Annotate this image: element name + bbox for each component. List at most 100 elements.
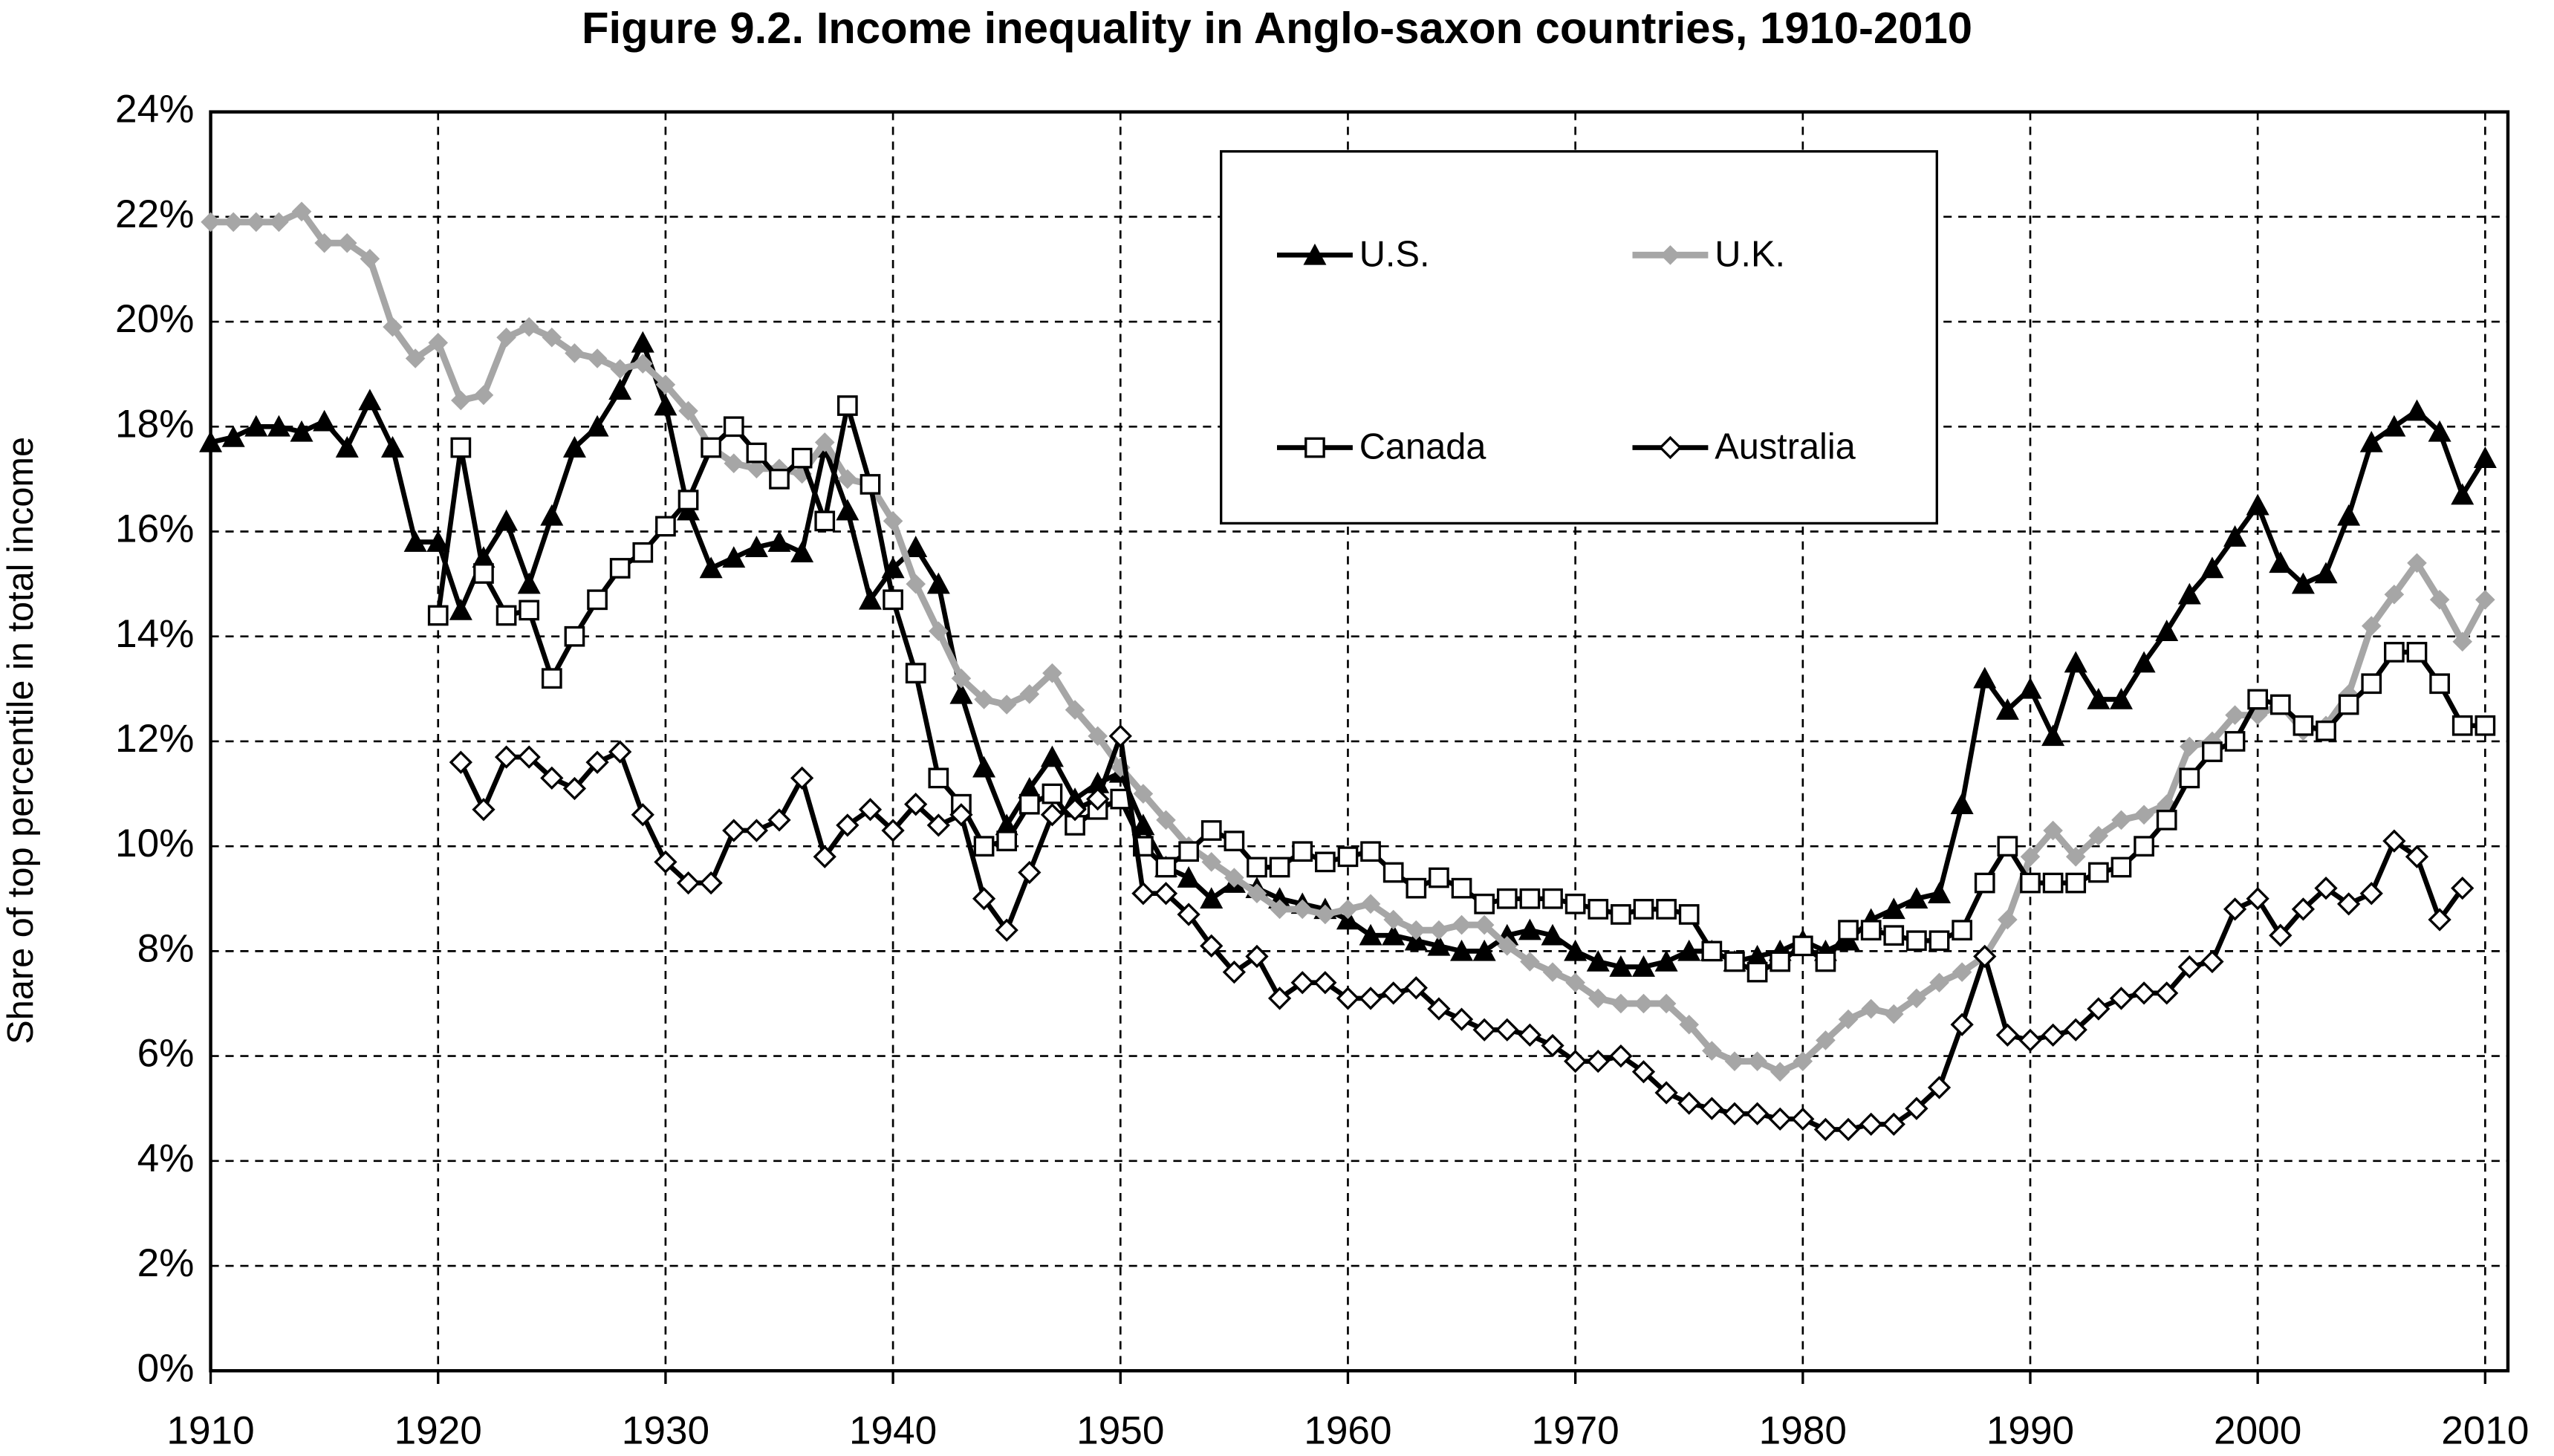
data-point [1929,930,1950,952]
legend-marker [1303,243,1327,265]
data-point [1564,939,1588,961]
x-tick-label: 1960 [1304,1408,1391,1452]
data-point [1815,951,1836,972]
data-point [1950,793,1974,814]
x-tick-label: 2010 [2441,1408,2529,1452]
data-point [905,663,926,683]
data-point [1609,955,1633,977]
data-point [1495,1018,1519,1041]
data-point [2041,1023,2065,1047]
data-point [2202,741,2223,762]
data-point [1427,997,1451,1021]
data-point [929,621,949,641]
data-point [608,740,632,764]
y-tick-label: 22% [115,192,194,236]
data-point [1178,841,1199,862]
data-point [1382,923,1406,946]
data-point [2246,493,2269,516]
data-point [1611,904,1631,925]
data-point [723,416,744,438]
data-point [426,530,450,552]
x-tick-label: 1940 [849,1408,937,1452]
data-point [2225,705,2245,725]
data-point [2156,810,2177,831]
data-point [996,831,1018,851]
data-point [267,415,290,437]
data-point [2109,687,2133,709]
data-point [451,390,471,411]
data-point [858,588,882,610]
data-point [974,689,994,709]
data-point [427,605,449,626]
y-tick-label: 2% [137,1241,195,1285]
data-point [2065,872,2087,894]
data-point [1133,784,1154,804]
data-point [1791,1107,1815,1131]
data-point [837,395,858,416]
data-point [1838,920,1859,940]
data-point [1588,899,1609,920]
data-point [1018,776,1042,799]
data-point [1042,663,1062,683]
data-point [2134,836,2154,857]
data-point [1519,888,1541,909]
data-point [1586,949,1610,972]
data-point [221,425,245,447]
x-tick-label: 2000 [2214,1408,2301,1452]
data-point [1746,961,1768,983]
data-point [928,767,949,789]
data-point [1905,1096,1929,1120]
data-point [678,400,698,421]
data-point [2314,877,2338,900]
data-point [2473,446,2497,468]
legend-label: U.S. [1359,234,1430,274]
data-point [701,437,721,458]
data-point [1745,1102,1770,1125]
data-point [1700,1096,1723,1120]
data-point [1474,914,1495,935]
data-point [1314,851,1336,873]
data-point [1224,831,1245,851]
data-point [1768,1107,1792,1131]
data-point [1429,867,1449,888]
data-point [1177,903,1200,926]
data-point [1382,862,1404,883]
data-point [1631,1060,1656,1084]
data-point [383,316,403,337]
data-point [1042,783,1063,805]
data-point [337,233,357,253]
data-point [2180,736,2200,757]
data-point [585,415,609,437]
data-point [2200,949,2224,974]
data-point [246,212,267,233]
data-point [1247,857,1267,878]
data-point [2018,677,2042,699]
data-point [2269,551,2293,573]
data-point [1836,1117,1860,1142]
data-point [722,819,746,842]
data-point [699,556,723,579]
data-point [587,348,608,368]
data-point [2087,997,2111,1021]
data-point [1040,745,1064,767]
data-point [2088,825,2109,846]
x-tick-label: 1930 [622,1408,709,1452]
data-point [2269,694,2291,715]
data-point [449,750,472,774]
data-point [2247,689,2269,710]
data-point [1541,923,1564,946]
data-point [1792,935,1813,957]
data-point [790,541,814,563]
data-point [1883,925,1905,946]
data-point [1063,798,1087,822]
data-point [1952,920,1972,940]
data-point [450,437,472,458]
data-point [1359,923,1382,946]
data-point [699,871,723,895]
data-point [2042,872,2064,894]
data-point [2064,651,2087,673]
y-tick-label: 16% [115,507,194,551]
data-point [495,605,517,626]
data-point [1654,949,1678,972]
data-point [2407,553,2427,573]
